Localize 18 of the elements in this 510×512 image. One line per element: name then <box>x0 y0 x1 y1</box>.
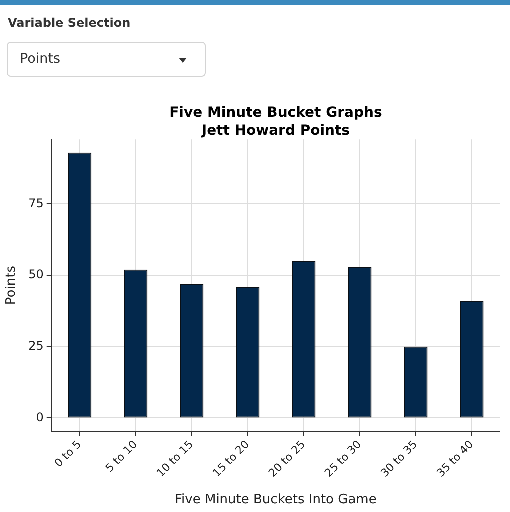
y-tick-label: 50 <box>28 268 44 282</box>
x-tick-label: 30 to 35 <box>378 438 420 480</box>
y-axis-title: Points <box>4 266 20 306</box>
x-tick-label: 25 to 30 <box>322 438 364 480</box>
y-tick-label: 25 <box>28 339 44 354</box>
x-tick-label: 0 to 5 <box>52 438 84 470</box>
x-tick-label: 5 to 10 <box>103 438 140 475</box>
x-tick-label: 15 to 20 <box>210 438 252 480</box>
x-tick-label: 35 to 40 <box>434 438 476 480</box>
chart-title: Five Minute Bucket Graphs <box>170 105 382 122</box>
x-axis-title: Five Minute Buckets Into Game <box>175 492 377 508</box>
chart-subtitle: Jett Howard Points <box>200 122 350 139</box>
dropdown-field: Points <box>7 42 206 77</box>
text: Variable Selection <box>8 16 131 30</box>
y-tick-label: 0 <box>36 410 44 424</box>
x-tick-label: 10 to 15 <box>154 438 196 480</box>
y-tick-label: 75 <box>28 196 44 210</box>
x-tick-label: 20 to 25 <box>266 438 308 480</box>
